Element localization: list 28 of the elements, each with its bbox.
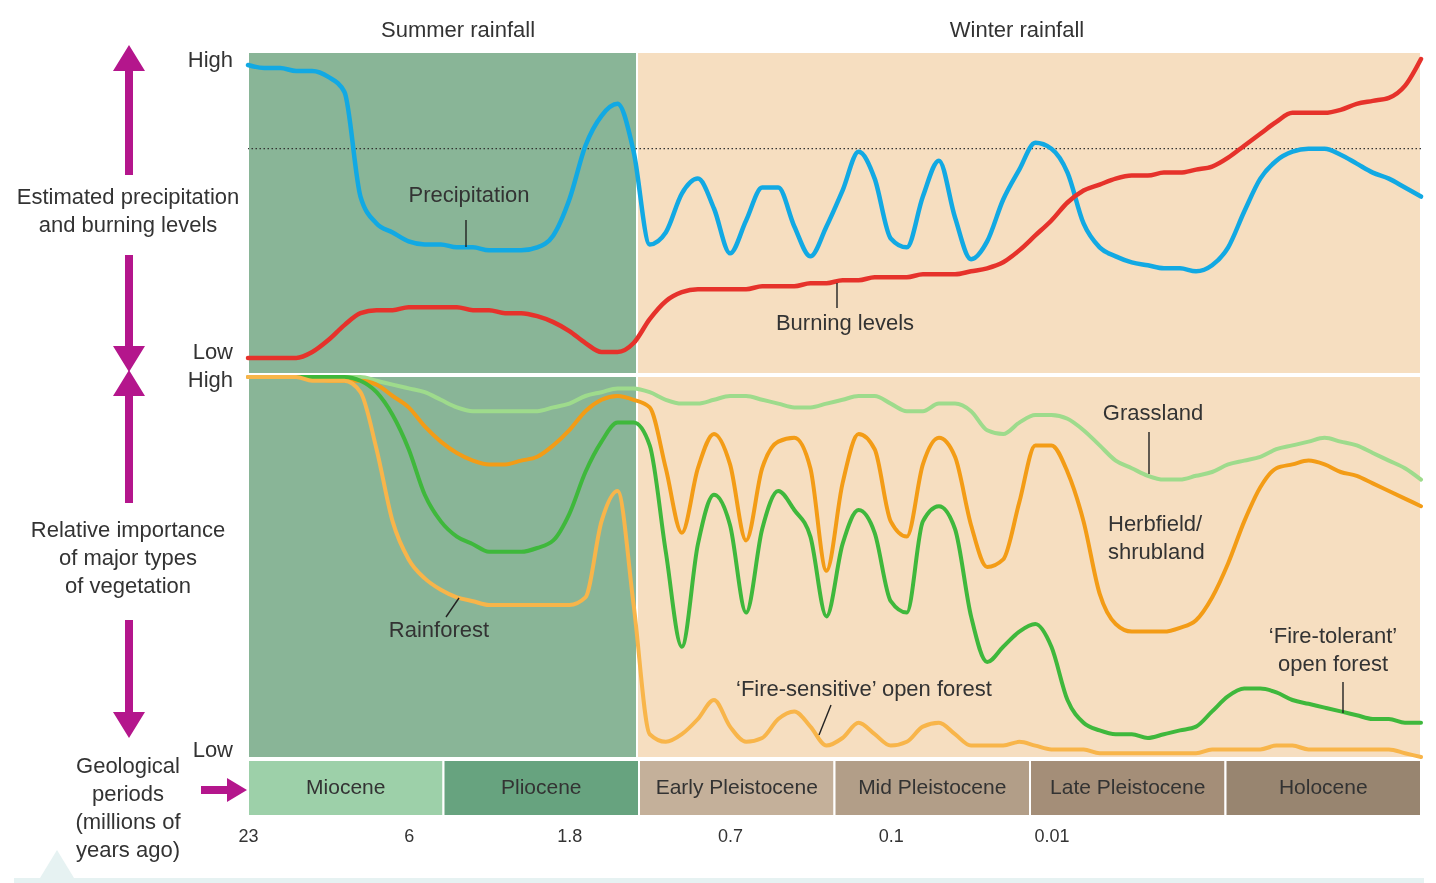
x-tick-label: 1.8: [557, 825, 583, 846]
x-tick-label: 0.1: [878, 825, 904, 846]
text: Geological periods (millions of years ago): [75, 753, 182, 862]
category-label: Pliocene: [500, 775, 582, 798]
annotation: ‘Fire-sensitive’ open forest: [736, 676, 992, 701]
series-label: ‘Fire-tolerant’ open forest: [1268, 623, 1398, 676]
category-label: Mid Pleistocene: [858, 775, 1007, 798]
x-tick-label: 0.01: [1034, 825, 1070, 846]
series-label: Herbfield/ shrubland: [1108, 511, 1205, 564]
text: High: [187, 367, 233, 392]
x-tick-label: 0.7: [718, 825, 744, 846]
category-label: Holocene: [1278, 775, 1368, 798]
series-label: Rainforest: [388, 617, 490, 642]
series-label: Burning levels: [775, 310, 915, 335]
series-label: Precipitation: [408, 182, 530, 207]
category-label: Miocene: [306, 775, 386, 798]
text: Winter rainfall: [949, 17, 1085, 42]
text: High: [187, 47, 233, 72]
category-label: Late Pleistocene: [1050, 775, 1206, 798]
y-axis-title: Estimated precipitation and burning levels: [16, 184, 240, 237]
x-tick-label: 23: [238, 825, 259, 846]
x-tick-label: 6: [404, 825, 415, 846]
text: Low: [192, 737, 234, 762]
category-label: Early Pleistocene: [655, 775, 818, 798]
y-axis-title: Relative importance of major types of vegetation: [30, 517, 226, 598]
series-label: Grassland: [1102, 400, 1204, 425]
text: Summer rainfall: [380, 17, 536, 42]
text: Low: [192, 339, 234, 364]
